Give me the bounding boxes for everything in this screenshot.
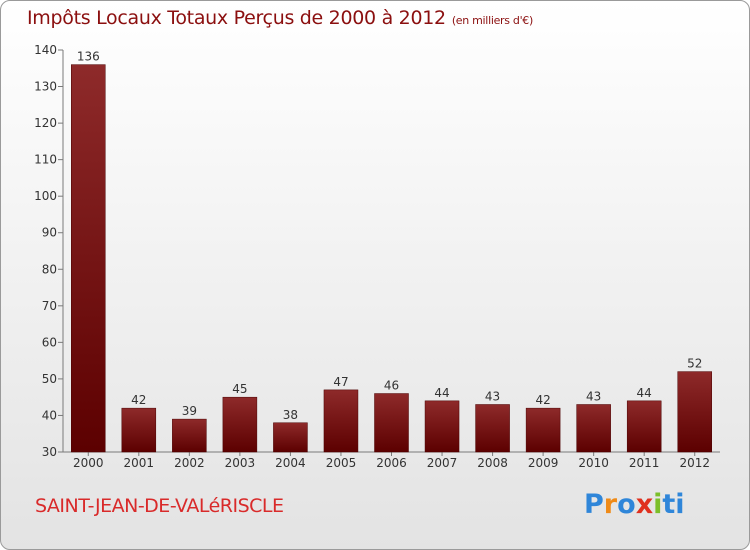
data-label: 44 (434, 386, 449, 400)
title-text: Impôts Locaux Totaux Perçus de 2000 à 20… (27, 7, 446, 29)
chart-title: Impôts Locaux Totaux Perçus de 2000 à 20… (27, 7, 533, 29)
data-label: 38 (283, 408, 298, 422)
x-tick-label: 2009 (528, 456, 559, 470)
y-tick-label: 50 (42, 372, 57, 386)
bar[interactable] (172, 418, 207, 453)
x-tick-label: 2005 (326, 456, 357, 470)
data-label: 52 (687, 357, 702, 371)
y-tick-label: 90 (42, 226, 57, 240)
x-tick-label: 2012 (679, 456, 710, 470)
bar[interactable] (121, 407, 157, 453)
x-tick-label: 2001 (124, 456, 155, 470)
logo-letter: x (635, 489, 654, 520)
y-tick-labels: 30 40 50 60 70 80 90 100 110 120 130 140 (34, 43, 57, 459)
y-tick-label: 140 (34, 43, 57, 57)
bar[interactable] (475, 404, 510, 453)
bar[interactable] (424, 400, 460, 453)
logo-letter: i (675, 489, 685, 520)
y-tick-label: 30 (42, 445, 57, 459)
bar[interactable] (222, 396, 258, 453)
bars (71, 64, 712, 453)
x-tick-label: 2003 (225, 456, 256, 470)
y-tick-label: 100 (34, 189, 57, 203)
data-label: 46 (384, 379, 399, 393)
x-tick-label: 2008 (477, 456, 508, 470)
x-tick-label: 2000 (73, 456, 104, 470)
x-tick-label: 2011 (629, 456, 660, 470)
data-label: 45 (232, 382, 247, 396)
data-label: 43 (485, 389, 500, 403)
data-labels: 136 42 39 45 38 47 46 44 43 42 43 44 52 (77, 50, 703, 422)
logo-letter: P (584, 489, 604, 520)
bar[interactable] (525, 407, 561, 453)
y-tick-label: 110 (34, 153, 57, 167)
bar[interactable] (71, 64, 106, 453)
bar[interactable] (323, 389, 359, 453)
logo-letter: r (603, 489, 618, 520)
bar[interactable] (273, 422, 308, 453)
x-tick-label: 2010 (578, 456, 609, 470)
data-label: 136 (77, 50, 100, 64)
x-tick-label: 2004 (275, 456, 306, 470)
logo-letter: o (617, 489, 636, 520)
y-tick-label: 80 (42, 262, 57, 276)
proxiti-logo[interactable]: Proxiti (584, 489, 685, 520)
x-tick-label: 2002 (174, 456, 205, 470)
data-label: 43 (586, 389, 601, 403)
data-label: 44 (637, 386, 652, 400)
logo-letter: i (653, 489, 663, 520)
title-unit: (en milliers d'€) (451, 14, 533, 27)
bar[interactable] (576, 404, 611, 453)
data-label: 47 (333, 375, 348, 389)
bar[interactable] (677, 371, 712, 453)
y-tick-label: 70 (42, 299, 57, 313)
commune-name: SAINT-JEAN-DE-VALéRISCLE (35, 495, 284, 517)
y-tick-label: 130 (34, 80, 57, 94)
x-tick-label: 2006 (376, 456, 407, 470)
data-label: 42 (131, 393, 146, 407)
y-tick-label: 40 (42, 408, 57, 422)
y-tick-label: 120 (34, 116, 57, 130)
bar[interactable] (626, 400, 662, 453)
data-label: 42 (535, 393, 550, 407)
x-tick-label: 2007 (427, 456, 458, 470)
y-tick-label: 60 (42, 335, 57, 349)
data-label: 39 (182, 404, 197, 418)
x-tick-labels: 2000 2001 2002 2003 2004 2005 2006 2007 2008 2009… (73, 456, 710, 470)
logo-letter: t (662, 489, 676, 520)
bar[interactable] (374, 393, 409, 453)
